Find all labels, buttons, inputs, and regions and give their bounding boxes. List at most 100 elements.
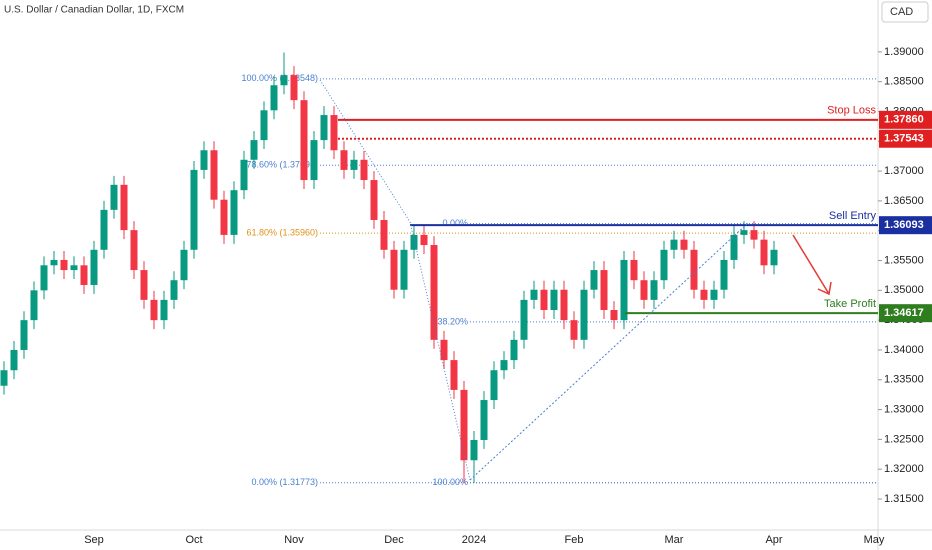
candle-body xyxy=(540,289,548,311)
candle-body xyxy=(130,230,138,271)
candle-body xyxy=(750,230,758,240)
candle-body xyxy=(620,259,628,321)
fib-label: 38.20% xyxy=(437,316,468,326)
candle-body xyxy=(0,370,8,386)
price-box xyxy=(879,110,932,129)
price-box xyxy=(879,129,932,148)
candle-body xyxy=(640,280,648,300)
x-tick-label: May xyxy=(864,534,885,546)
x-tick-label: Dec xyxy=(384,534,404,546)
candle-body xyxy=(610,310,618,321)
x-tick-label: Oct xyxy=(185,534,202,546)
fib-label: 61.80% (1.35960) xyxy=(246,227,318,237)
chart-title: U.S. Dollar / Canadian Dollar, 1D, FXCM xyxy=(4,5,184,16)
candle-body xyxy=(180,249,188,281)
candle-body xyxy=(550,289,558,311)
candle-body xyxy=(470,439,478,461)
price-box-label: 1.36093 xyxy=(884,219,924,231)
candle-body xyxy=(110,184,118,210)
fib-label: 0.00% (1.31773) xyxy=(251,477,318,487)
candle-body xyxy=(190,169,198,250)
y-tick-label: 1.36500 xyxy=(884,195,924,207)
candle-body xyxy=(90,249,98,285)
currency-label[interactable]: CAD xyxy=(890,6,913,18)
candle-body xyxy=(10,349,18,371)
y-tick-label: 1.39000 xyxy=(884,46,924,58)
candle-body xyxy=(300,100,308,181)
candle-body xyxy=(460,389,468,461)
x-tick-label: Nov xyxy=(284,534,304,546)
candle-body xyxy=(350,159,358,170)
fib-label: 100.00% xyxy=(432,477,468,487)
price-box xyxy=(879,304,932,323)
candle-body xyxy=(710,289,718,300)
candle-body xyxy=(520,299,528,340)
candle-body xyxy=(690,249,698,290)
arrow xyxy=(792,234,830,295)
y-tick-label: 1.32500 xyxy=(884,433,924,445)
candle-body xyxy=(700,289,708,300)
candle-body xyxy=(530,289,538,300)
candle-body xyxy=(730,234,738,260)
candle-body xyxy=(650,280,658,300)
candle-body xyxy=(630,259,638,281)
candle-body xyxy=(370,180,378,220)
candle-body xyxy=(380,219,388,250)
candle-body xyxy=(500,360,508,371)
candle-body xyxy=(210,150,218,200)
fib-connector xyxy=(319,79,411,223)
candle-body xyxy=(330,115,338,151)
candle-body xyxy=(60,259,68,271)
level-name: Sell Entry xyxy=(829,210,877,222)
candle-body xyxy=(220,199,228,235)
price-box xyxy=(879,216,932,235)
price-box-label: 1.37543 xyxy=(884,133,924,145)
x-tick-label: Apr xyxy=(765,534,782,546)
candle-body xyxy=(430,245,438,340)
candle-body xyxy=(310,140,318,181)
candle-body xyxy=(770,249,778,266)
candle-body xyxy=(660,249,668,281)
candle-body xyxy=(250,140,258,160)
candle-body xyxy=(160,299,168,321)
y-tick-label: 1.34000 xyxy=(884,344,924,356)
candle-body xyxy=(150,299,158,321)
candle-body xyxy=(400,249,408,290)
candle-body xyxy=(670,239,678,250)
fib-label: 78.60% (1.37098) xyxy=(246,160,318,170)
x-tick-label: Mar xyxy=(665,534,684,546)
candle-body xyxy=(70,265,78,271)
y-tick-label: 1.33500 xyxy=(884,374,924,386)
candle-body xyxy=(580,289,588,340)
candle-body xyxy=(510,339,518,361)
x-tick-label: Sep xyxy=(84,534,104,546)
currency-button[interactable] xyxy=(881,1,929,23)
candle-body xyxy=(440,339,448,361)
trend-line xyxy=(469,222,749,481)
price-box-label: 1.37860 xyxy=(884,114,924,126)
y-tick-label: 1.35000 xyxy=(884,284,924,296)
candle-body xyxy=(100,209,108,250)
candle-body xyxy=(480,400,488,440)
candle-body xyxy=(40,265,48,291)
candle-body xyxy=(50,259,58,266)
candle-body xyxy=(140,270,148,300)
y-tick-label: 1.32000 xyxy=(884,463,924,475)
candle-body xyxy=(410,234,418,250)
candle-body xyxy=(80,265,88,285)
y-tick-label: 1.38500 xyxy=(884,76,924,88)
fib-connector xyxy=(409,221,471,481)
candle-body xyxy=(340,150,348,170)
candle-body xyxy=(490,370,498,401)
candle-body xyxy=(290,75,298,101)
candle-body xyxy=(320,115,328,141)
candle-body xyxy=(680,239,688,250)
x-tick-label: Feb xyxy=(565,534,584,546)
y-tick-label: 1.31500 xyxy=(884,493,924,505)
candle-body xyxy=(30,290,38,321)
y-tick-label: 1.33000 xyxy=(884,403,924,415)
y-tick-label: 1.37000 xyxy=(884,165,924,177)
candle-body xyxy=(360,159,368,181)
candle-body xyxy=(390,249,398,290)
